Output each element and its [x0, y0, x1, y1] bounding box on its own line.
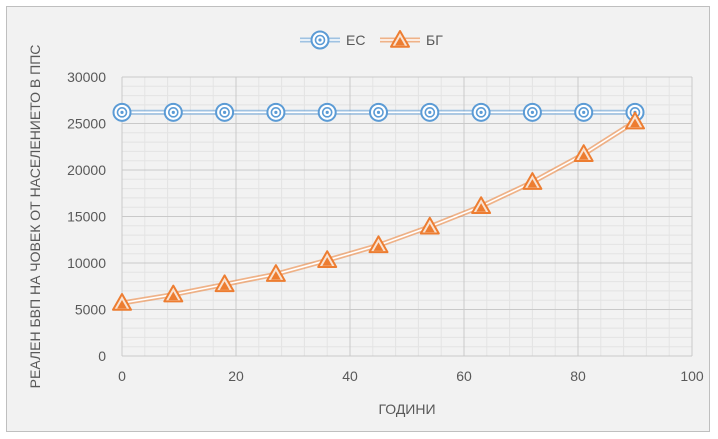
y-tick-label: 0: [98, 348, 106, 364]
data-point-2: [163, 284, 184, 303]
data-point-2: [265, 264, 286, 282]
data-point-2: [573, 144, 594, 162]
x-tick-label: 0: [118, 368, 126, 384]
data-point-2: [419, 216, 440, 235]
data-point-1: [471, 102, 491, 122]
x-tick-label: 40: [342, 368, 358, 384]
axes: 0 20 40 60 80 100 0 5000 10000 15000 20000 25000 300…: [67, 69, 704, 384]
legend-label-1: ЕС: [346, 32, 365, 48]
y-tick-label: 10000: [67, 255, 106, 271]
x-axis-title: ГОДИНИ: [378, 401, 435, 417]
data-point-1: [369, 102, 388, 122]
series-line-2: [121, 119, 637, 306]
y-tick-label: 15000: [67, 209, 106, 225]
data-point-2: [522, 172, 543, 190]
data-point-1: [420, 102, 440, 122]
x-tick-label: 20: [228, 368, 244, 384]
grid: [121, 76, 693, 357]
data-point-2: [368, 235, 389, 254]
data-point-2: [471, 196, 492, 215]
data-point-1: [522, 102, 542, 122]
data-point-2: [625, 111, 645, 130]
data-point-1: [317, 102, 337, 122]
x-tick-label: 80: [570, 368, 586, 384]
data-point-1: [215, 102, 235, 122]
data-point-2: [317, 250, 338, 268]
legend-item-2: БГ: [380, 30, 443, 48]
series-layer: [112, 102, 645, 311]
data-point-1: [266, 102, 286, 122]
y-tick-label: 20000: [67, 162, 106, 178]
y-tick-label: 30000: [67, 69, 106, 85]
y-axis-title: РЕАЛЕН БВП НА ЧОВЕК ОТ НАСЕЛЕНИЕТО В ППС: [27, 45, 43, 389]
data-point-1: [574, 102, 594, 122]
data-point-2: [112, 292, 132, 311]
legend-marker-1: [310, 30, 330, 50]
x-tick-label: 60: [456, 368, 472, 384]
legend: ЕС БГ: [300, 30, 443, 50]
data-point-1: [163, 102, 183, 122]
legend-item-1: ЕС: [300, 30, 365, 50]
x-tick-label: 100: [680, 368, 704, 384]
legend-marker-2: [390, 30, 410, 48]
data-point-2: [214, 274, 235, 293]
data-point-1: [112, 102, 132, 122]
y-tick-label: 5000: [75, 302, 106, 318]
series-line-inner-2: [121, 120, 636, 304]
y-tick-label: 25000: [67, 116, 106, 132]
legend-label-2: БГ: [426, 32, 443, 48]
